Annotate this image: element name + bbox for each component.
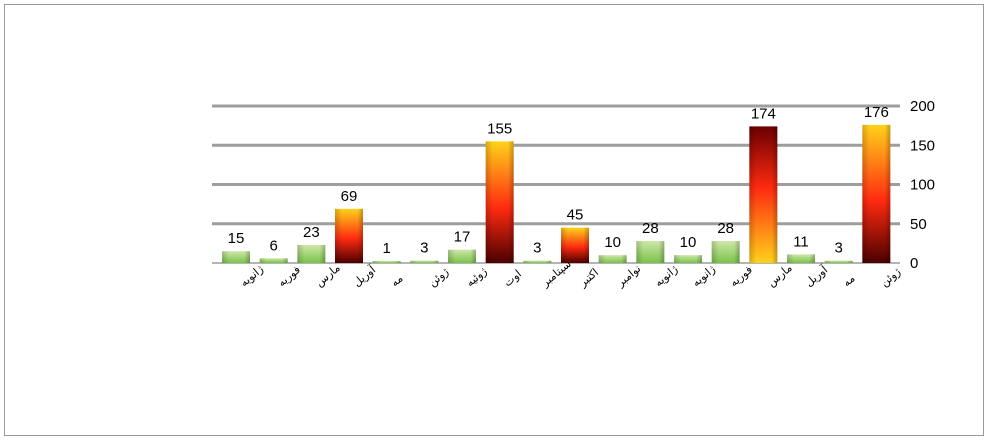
x-category-label: فوریه: [727, 263, 755, 289]
bar-shading: [636, 241, 665, 263]
bar-shading: [222, 251, 250, 263]
y-axis-ticks: 0 50 100 150 200: [910, 98, 935, 272]
bar-shading: [297, 244, 326, 263]
value-label: 174: [751, 105, 776, 122]
value-label: 28: [642, 220, 659, 237]
gridlines: [212, 104, 900, 264]
x-category-label: اوت: [501, 267, 524, 289]
bar-shading: [523, 260, 552, 263]
x-category-label: نوامبر: [613, 262, 643, 290]
bar-shading: [259, 258, 288, 263]
x-category-label: فوریه: [275, 263, 303, 289]
bar-shading: [862, 124, 891, 263]
gridline: [212, 143, 900, 147]
value-label: 28: [717, 220, 734, 237]
value-label: 17: [454, 229, 471, 246]
bar-shading: [824, 260, 853, 263]
x-category-label: ژوئن: [878, 265, 903, 289]
y-tick-label: 200: [910, 98, 935, 115]
value-label: 3: [834, 240, 842, 257]
value-label: 15: [228, 230, 245, 247]
x-category-label: آوریل: [350, 262, 379, 289]
bar-shading: [561, 227, 589, 263]
x-category-label: مارس: [765, 261, 795, 289]
x-category-label: ژوئن: [426, 265, 451, 289]
gridline: [212, 104, 900, 108]
bar-shading: [749, 126, 778, 263]
bar-shading: [372, 261, 401, 263]
value-label: 10: [604, 234, 621, 251]
value-label: 1: [382, 240, 390, 257]
y-tick-label: 0: [910, 255, 918, 272]
gridline: [212, 183, 900, 186]
y-tick-label: 150: [910, 137, 935, 154]
bar-shading: [485, 141, 514, 263]
bar-shading: [410, 260, 439, 263]
bar-shading: [674, 255, 702, 263]
x-category-label: آوریل: [802, 262, 831, 289]
bars: [222, 124, 891, 263]
value-label: 3: [533, 240, 541, 257]
bar-shading: [711, 241, 740, 263]
y-tick-label: 50: [910, 216, 927, 233]
value-label: 155: [487, 120, 512, 137]
x-category-label: مارس: [313, 261, 343, 289]
x-category-label: ژانویه: [652, 263, 680, 290]
x-category-label: مه: [388, 272, 405, 290]
x-category-label: ژانویه: [238, 263, 266, 290]
bar-shading: [598, 255, 627, 263]
value-label: 6: [269, 237, 277, 254]
value-label: 10: [680, 234, 697, 251]
y-tick-label: 100: [910, 177, 935, 194]
value-label: 23: [303, 224, 320, 241]
x-category-label: اکتبر: [576, 266, 601, 290]
baseline: [212, 262, 900, 264]
bar-shading: [787, 254, 815, 263]
value-label: 45: [567, 207, 584, 224]
x-category-label: ژوئیه: [464, 265, 490, 290]
value-label: 69: [341, 188, 358, 205]
value-label: 3: [420, 240, 428, 257]
x-category-label: ژانویه: [690, 263, 718, 290]
bar-shading: [448, 249, 476, 263]
bar-shading: [335, 208, 363, 263]
x-category-label: مه: [840, 272, 857, 290]
value-labels: 15 6 23 69 1 3 17 155 3 45 10 28 10 28 174 11 3 176: [228, 104, 889, 257]
value-label: 11: [793, 233, 809, 250]
gridline: [212, 222, 900, 226]
value-label: 176: [864, 104, 889, 121]
